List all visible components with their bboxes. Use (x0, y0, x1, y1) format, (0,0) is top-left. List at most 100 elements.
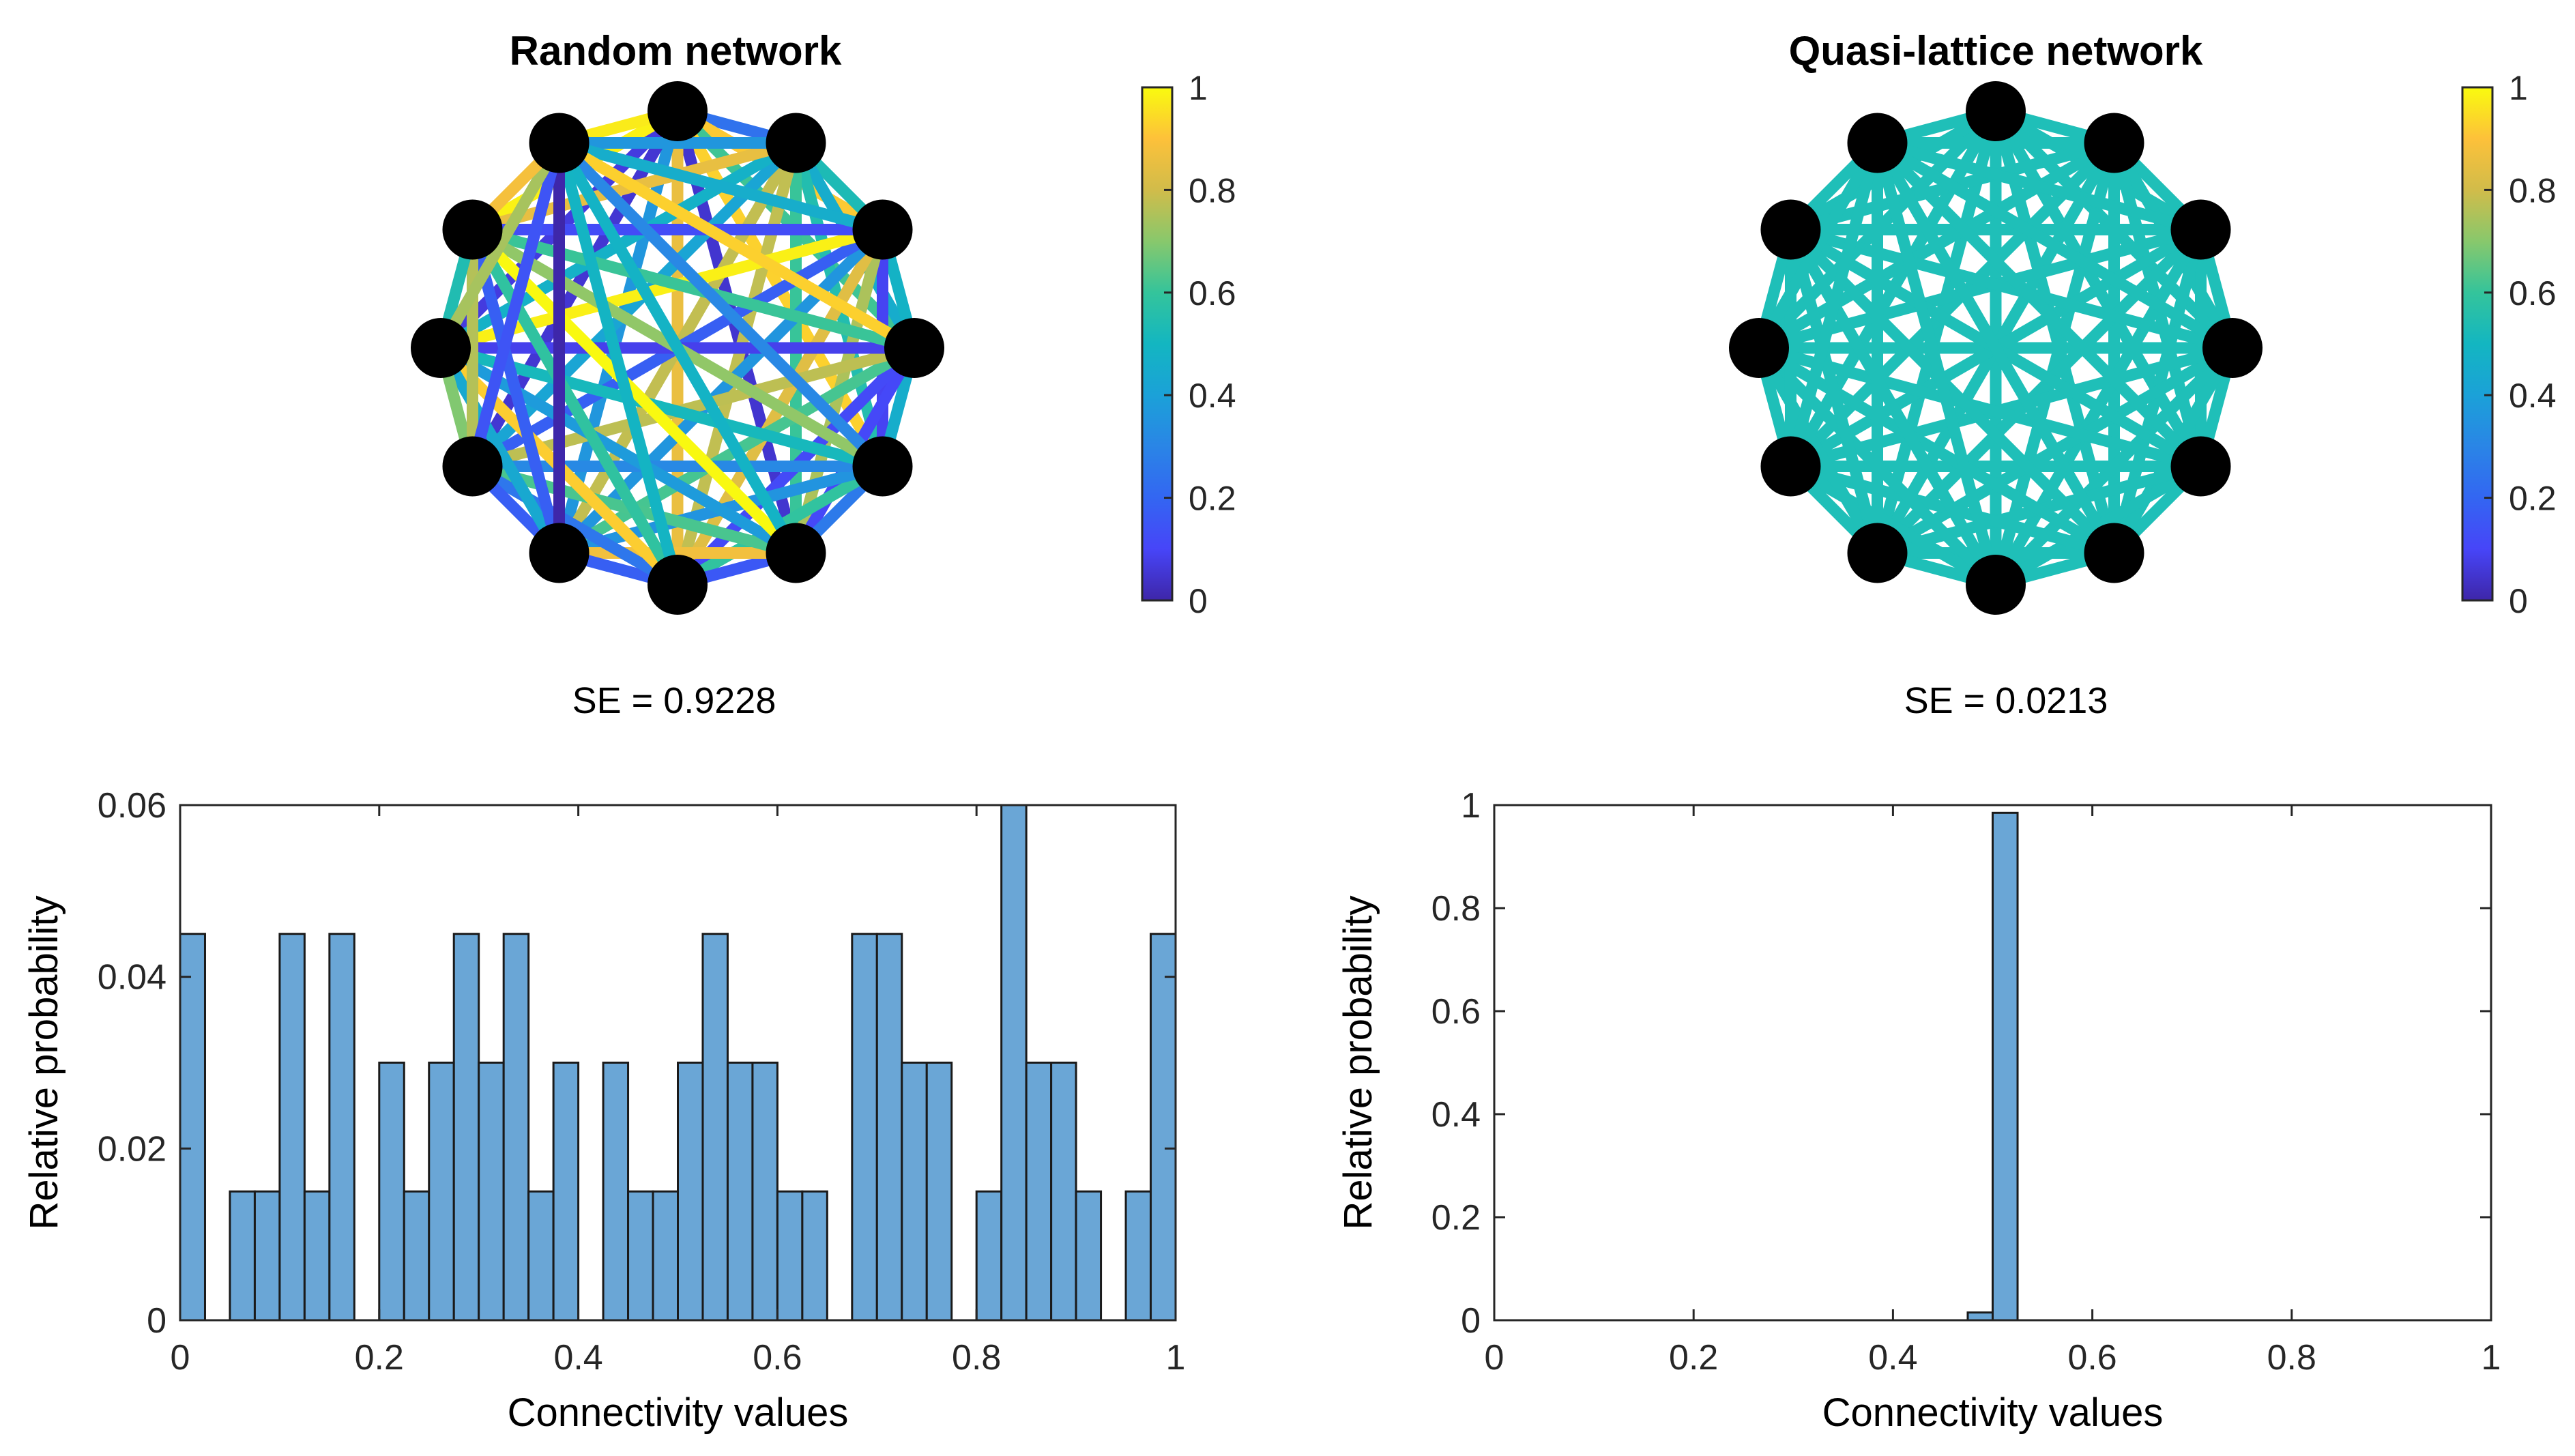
histogram-bar (701, 933, 729, 1322)
y-tick-label: 0.8 (1431, 889, 1481, 929)
x-axis-label: Connectivity values (508, 1391, 849, 1435)
network-node (1847, 113, 1908, 173)
colorbar-ticks: 0 0.2 0.4 0.6 0.8 1 (1164, 69, 1236, 620)
network-edge (466, 461, 684, 591)
network-edge (553, 136, 802, 559)
network-edge (1784, 224, 2239, 354)
network-node (2084, 113, 2144, 173)
x-tick-label: 0.4 (1868, 1338, 1917, 1378)
histogram-bar (1025, 1062, 1053, 1322)
random-network-edges (435, 105, 920, 591)
network-node (1760, 436, 1821, 497)
histogram-bar (278, 933, 306, 1322)
histogram-bar (726, 1062, 754, 1322)
network-edge (553, 136, 889, 472)
lattice-network-edges (1753, 105, 2239, 591)
colorbar-tick-label: 0.4 (1189, 377, 1236, 415)
network-edge (435, 342, 565, 559)
histogram-bar (901, 1062, 928, 1322)
histogram-bar (925, 1062, 953, 1322)
colorbar-tick-label: 0.6 (2509, 274, 2557, 312)
network-edge (553, 136, 920, 354)
axes-box (179, 804, 1177, 1322)
x-axis-label: Connectivity values (1822, 1391, 2164, 1435)
network-edge (553, 136, 684, 591)
lattice-network-nodes (1729, 81, 2263, 615)
x-tick-label: 0.8 (952, 1338, 1001, 1378)
x-tick-label: 0 (171, 1338, 190, 1378)
histogram-bar (1992, 811, 2019, 1322)
histogram-bar (378, 1062, 405, 1322)
y-axis-label: Relative probability (1336, 895, 1380, 1229)
x-tick-label: 0.2 (355, 1338, 404, 1378)
colorbar-tick-label: 0.4 (2509, 377, 2557, 415)
colorbar-tick-label: 0.8 (1189, 171, 1236, 209)
histogram-bar (1000, 804, 1028, 1322)
network-node (1847, 523, 1908, 583)
x-tick-label: 1 (2482, 1338, 2501, 1378)
x-tick-label: 0.6 (2067, 1338, 2116, 1378)
histogram-bar (1124, 1190, 1152, 1322)
colorbar-tick-label: 0.2 (1189, 480, 1236, 518)
random-network-colorbar: 0 0.2 0.4 0.6 0.8 1 (1141, 69, 1236, 620)
network-edge (466, 224, 565, 559)
network-node (529, 523, 590, 583)
y-tick-label: 0.4 (1431, 1095, 1481, 1135)
histogram-bar (478, 1062, 505, 1322)
network-edge (466, 224, 920, 354)
colorbar-ticks: 0 0.2 0.4 0.6 0.8 1 (2484, 69, 2557, 620)
network-node (884, 318, 944, 378)
network-node (1966, 555, 2026, 615)
network-node (529, 113, 590, 173)
histogram-bar (527, 1190, 555, 1322)
y-axis-label: Relative probability (22, 895, 66, 1229)
colorbar-tick-label: 0 (1189, 582, 1208, 620)
histogram-bar (403, 1190, 431, 1322)
network-edge (1784, 461, 2002, 591)
x-tick-label: 0 (1485, 1338, 1504, 1378)
x-tick-label: 0.8 (2267, 1338, 2316, 1378)
network-edge (1784, 224, 2002, 591)
network-node (2170, 199, 2231, 260)
histogram-bar (776, 1190, 804, 1322)
colorbar-tick-label: 0.8 (2509, 171, 2557, 209)
random-network-se: SE = 0.9228 (572, 680, 776, 721)
histogram-bar (1966, 1311, 1994, 1322)
network-edge (1872, 136, 2239, 354)
random-network-title: Random network (510, 28, 842, 74)
network-node (411, 318, 471, 378)
axes-box (1493, 804, 2492, 1322)
network-edge (1784, 136, 1883, 472)
network-node (2084, 523, 2144, 583)
network-edge (1872, 136, 2002, 591)
y-tick-label: 0.06 (98, 786, 166, 826)
histogram-bar (1050, 1062, 1077, 1322)
lattice-network-se: SE = 0.0213 (1904, 680, 2108, 721)
histogram-bar (1150, 933, 1177, 1322)
network-edge (1872, 136, 2207, 235)
histogram-bar (975, 1190, 1003, 1322)
histogram-bar (1075, 1190, 1103, 1322)
colorbar-gradient (1141, 86, 1174, 602)
network-node (1760, 199, 1821, 260)
network-node (1966, 81, 2026, 141)
random-network-nodes (411, 81, 944, 615)
histogram-bar (677, 1062, 704, 1322)
histogram-bar (179, 933, 206, 1322)
network-node (648, 81, 708, 141)
histogram-bar (875, 933, 903, 1322)
network-node (852, 436, 913, 497)
network-edge (466, 136, 565, 472)
x-tick-label: 0.4 (553, 1338, 602, 1378)
network-edge (1872, 136, 2207, 472)
network-edge (1784, 224, 1883, 559)
network-node (442, 199, 503, 260)
histogram-bar (229, 1190, 256, 1322)
network-edge (553, 136, 889, 235)
network-edge (1753, 136, 1883, 354)
x-tick-label: 1 (1166, 1338, 1186, 1378)
colorbar-tick-label: 1 (1189, 69, 1208, 107)
histogram-bar (627, 1190, 654, 1322)
histogram-bar (751, 1062, 779, 1322)
